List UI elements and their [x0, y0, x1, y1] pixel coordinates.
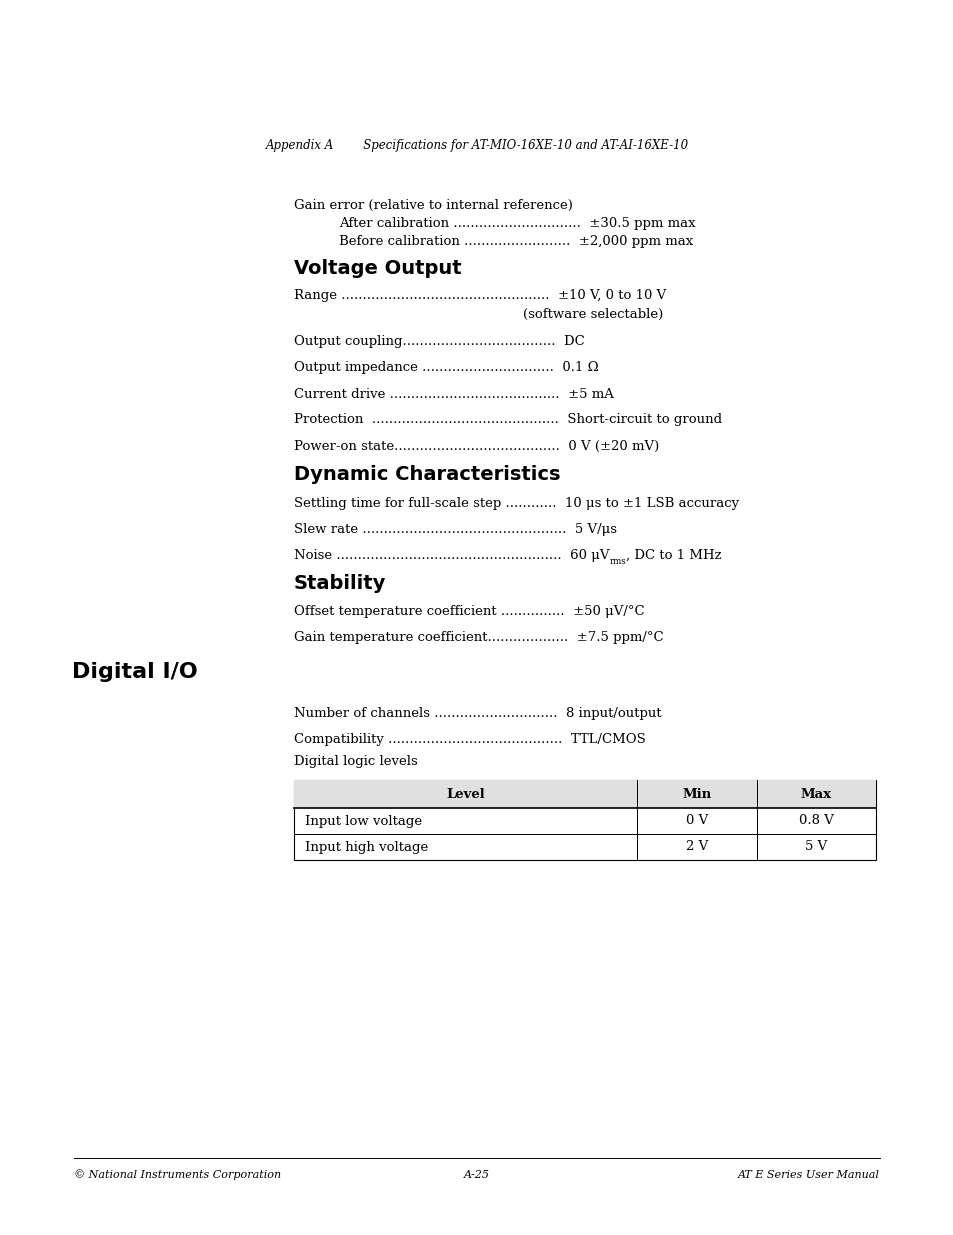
Text: 5 V: 5 V	[804, 841, 826, 853]
Text: Digital logic levels: Digital logic levels	[294, 756, 417, 768]
Text: Compatibility .........................................  TTL/CMOS: Compatibility ..........................…	[294, 734, 645, 746]
Bar	[294, 781, 875, 808]
Text: 2 V: 2 V	[685, 841, 707, 853]
Text: A-25: A-25	[463, 1170, 490, 1179]
Text: Current drive ........................................  ±5 mA: Current drive ..........................…	[294, 388, 613, 400]
Text: , DC to 1 MHz: , DC to 1 MHz	[625, 548, 721, 562]
Text: Noise .....................................................  60 μV: Noise ..................................…	[294, 548, 609, 562]
Text: Stability: Stability	[294, 574, 386, 594]
Text: Input low voltage: Input low voltage	[305, 815, 422, 827]
Text: (software selectable): (software selectable)	[522, 308, 662, 321]
Text: rms: rms	[609, 557, 625, 566]
Text: Input high voltage: Input high voltage	[305, 841, 428, 853]
Text: Output impedance ...............................  0.1 Ω: Output impedance .......................…	[294, 362, 598, 374]
Text: AT E Series User Manual: AT E Series User Manual	[737, 1170, 879, 1179]
Text: After calibration ..............................  ±30.5 ppm max: After calibration ......................…	[338, 216, 695, 230]
Text: Slew rate ................................................  5 V/μs: Slew rate ..............................…	[294, 522, 617, 536]
Text: Gain temperature coefficient...................  ±7.5 ppm/°C: Gain temperature coefficient............…	[294, 631, 662, 645]
Text: Min: Min	[681, 788, 711, 800]
Text: Range .................................................  ±10 V, 0 to 10 V: Range ..................................…	[294, 289, 665, 303]
Text: Voltage Output: Voltage Output	[294, 258, 461, 278]
Bar	[294, 781, 875, 860]
Text: Dynamic Characteristics: Dynamic Characteristics	[294, 466, 559, 484]
Text: 0.8 V: 0.8 V	[798, 815, 833, 827]
Text: Digital I/O: Digital I/O	[71, 662, 197, 682]
Text: Gain error (relative to internal reference): Gain error (relative to internal referen…	[294, 199, 572, 211]
Text: 0 V: 0 V	[685, 815, 707, 827]
Text: © National Instruments Corporation: © National Instruments Corporation	[74, 1170, 281, 1181]
Text: Max: Max	[800, 788, 831, 800]
Text: Number of channels .............................  8 input/output: Number of channels .....................…	[294, 708, 660, 720]
Text: Power-on state.......................................  0 V (±20 mV): Power-on state..........................…	[294, 440, 659, 452]
Text: Output coupling....................................  DC: Output coupling.........................…	[294, 336, 584, 348]
Text: Settling time for full-scale step ............  10 μs to ±1 LSB accuracy: Settling time for full-scale step ......…	[294, 496, 739, 510]
Text: Level: Level	[446, 788, 484, 800]
Text: Offset temperature coefficient ...............  ±50 μV/°C: Offset temperature coefficient .........…	[294, 605, 644, 619]
Text: Before calibration .........................  ±2,000 ppm max: Before calibration .....................…	[338, 235, 692, 247]
Text: Appendix A        Specifications for AT-MIO-16XE-10 and AT-AI-16XE-10: Appendix A Specifications for AT-MIO-16X…	[265, 138, 688, 152]
Text: Protection  ............................................  Short-circuit to groun: Protection .............................…	[294, 414, 721, 426]
